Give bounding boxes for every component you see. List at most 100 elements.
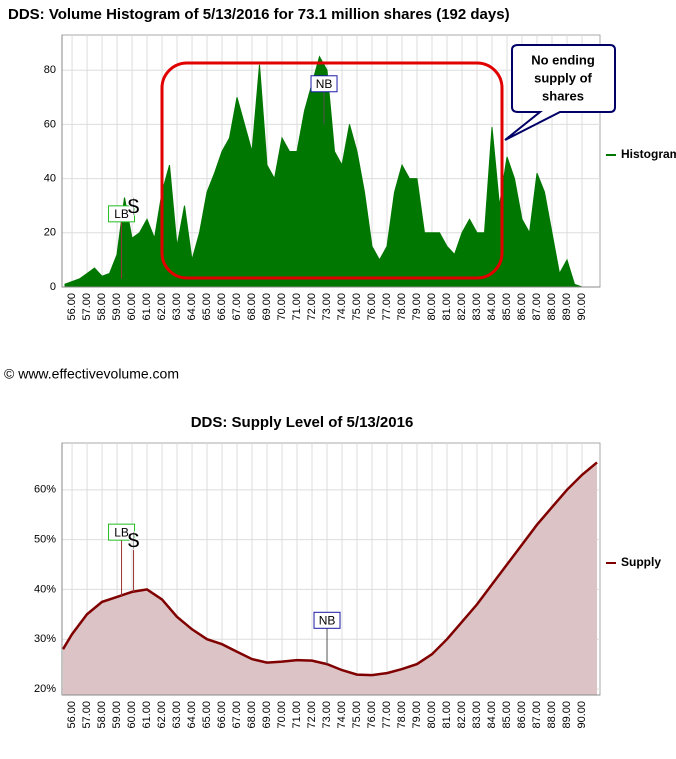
x-tick-label: 84.00: [486, 293, 498, 321]
x-tick-label: 56.00: [66, 701, 78, 729]
x-tick-label: 60.00: [126, 701, 138, 729]
y-tick-label: 30%: [34, 633, 56, 645]
x-tick-label: 63.00: [171, 701, 183, 729]
x-tick-label: 56.00: [66, 293, 78, 321]
y-tick-label: 40%: [34, 583, 56, 595]
x-tick-label: 57.00: [81, 701, 93, 729]
annotation-label: NB: [316, 77, 333, 91]
x-tick-label: 81.00: [441, 701, 453, 729]
x-tick-label: 85.00: [501, 293, 513, 321]
x-tick-label: 80.00: [426, 701, 438, 729]
x-tick-label: 77.00: [381, 701, 393, 729]
x-tick-label: 62.00: [156, 293, 168, 321]
x-tick-label: 66.00: [216, 701, 228, 729]
x-tick-label: 88.00: [546, 293, 558, 321]
area-fill: [63, 462, 598, 695]
y-tick-label: 20: [44, 227, 56, 239]
x-tick-label: 73.00: [321, 701, 333, 729]
x-tick-label: 79.00: [411, 701, 423, 729]
x-tick-label: 87.00: [531, 293, 543, 321]
legend-label: Supply: [621, 555, 661, 569]
x-tick-label: 83.00: [471, 293, 483, 321]
x-tick-label: 71.00: [291, 293, 303, 321]
x-tick-label: 80.00: [426, 293, 438, 321]
x-tick-label: 71.00: [291, 701, 303, 729]
x-tick-label: 72.00: [306, 293, 318, 321]
x-tick-label: 90.00: [576, 701, 588, 729]
y-tick-label: 0: [50, 281, 56, 293]
x-tick-label: 64.00: [186, 701, 198, 729]
callout-box: [504, 44, 616, 141]
annotation-label: LB: [114, 207, 129, 221]
x-tick-label: 85.00: [501, 701, 513, 729]
annotation-box: [108, 523, 136, 541]
annotation-label: LB: [114, 525, 129, 539]
x-tick-label: 78.00: [396, 701, 408, 729]
area-fill: [64, 56, 590, 288]
x-tick-label: 82.00: [456, 701, 468, 729]
x-tick-label: 74.00: [336, 701, 348, 729]
legend-label: Histogram: [621, 147, 676, 161]
x-tick-label: 59.00: [111, 701, 123, 729]
x-tick-label: 75.00: [351, 293, 363, 321]
x-tick-label: 69.00: [261, 293, 273, 321]
annotation-icon: $: [127, 528, 139, 553]
x-tick-label: 82.00: [456, 293, 468, 321]
x-tick-label: 76.00: [366, 701, 378, 729]
x-tick-label: 66.00: [216, 293, 228, 321]
y-tick-label: 60: [44, 118, 56, 130]
y-tick-label: 60%: [34, 484, 56, 496]
annotation-label: NB: [319, 613, 336, 627]
chart-title: DDS: Volume Histogram of 5/13/2016 for 7…: [8, 6, 510, 23]
x-tick-label: 73.00: [321, 293, 333, 321]
annotation-box: [313, 611, 341, 629]
x-tick-label: 87.00: [531, 701, 543, 729]
x-tick-label: 63.00: [171, 293, 183, 321]
x-tick-label: 59.00: [111, 293, 123, 321]
callout-text: supply of: [534, 70, 592, 85]
y-tick-label: 20%: [34, 683, 56, 695]
x-tick-label: 84.00: [486, 701, 498, 729]
x-tick-label: 58.00: [96, 293, 108, 321]
x-tick-label: 70.00: [276, 701, 288, 729]
x-tick-label: 67.00: [231, 701, 243, 729]
x-tick-label: 90.00: [576, 293, 588, 321]
x-tick-label: 72.00: [306, 701, 318, 729]
x-tick-label: 77.00: [381, 293, 393, 321]
y-tick-label: 40: [44, 173, 56, 185]
y-tick-label: 80: [44, 64, 56, 76]
x-tick-label: 74.00: [336, 293, 348, 321]
x-tick-label: 61.00: [141, 293, 153, 321]
x-tick-label: 62.00: [156, 701, 168, 729]
x-tick-label: 58.00: [96, 701, 108, 729]
x-tick-label: 78.00: [396, 293, 408, 321]
x-tick-label: 79.00: [411, 293, 423, 321]
credit: © www.effectivevolume.com: [4, 366, 179, 382]
annotation-box: [108, 205, 136, 223]
x-tick-label: 75.00: [351, 701, 363, 729]
x-tick-label: 86.00: [516, 701, 528, 729]
x-tick-label: 65.00: [201, 293, 213, 321]
x-tick-label: 64.00: [186, 293, 198, 321]
x-tick-label: 67.00: [231, 293, 243, 321]
x-tick-label: 81.00: [441, 293, 453, 321]
x-tick-label: 60.00: [126, 293, 138, 321]
callout-text: shares: [542, 88, 584, 103]
x-tick-label: 68.00: [246, 701, 258, 729]
x-tick-label: 61.00: [141, 701, 153, 729]
x-tick-label: 68.00: [246, 293, 258, 321]
x-tick-label: 88.00: [546, 701, 558, 729]
chart-title: DDS: Supply Level of 5/13/2016: [191, 414, 414, 431]
highlight-box: [160, 61, 504, 280]
annotation-box: [310, 75, 338, 93]
x-tick-label: 89.00: [561, 293, 573, 321]
x-tick-label: 70.00: [276, 293, 288, 321]
x-tick-label: 65.00: [201, 701, 213, 729]
callout-text: No ending: [531, 52, 595, 67]
x-tick-label: 89.00: [561, 701, 573, 729]
annotation-icon: $: [127, 194, 139, 219]
x-tick-label: 83.00: [471, 701, 483, 729]
x-tick-label: 69.00: [261, 701, 273, 729]
x-tick-label: 57.00: [81, 293, 93, 321]
